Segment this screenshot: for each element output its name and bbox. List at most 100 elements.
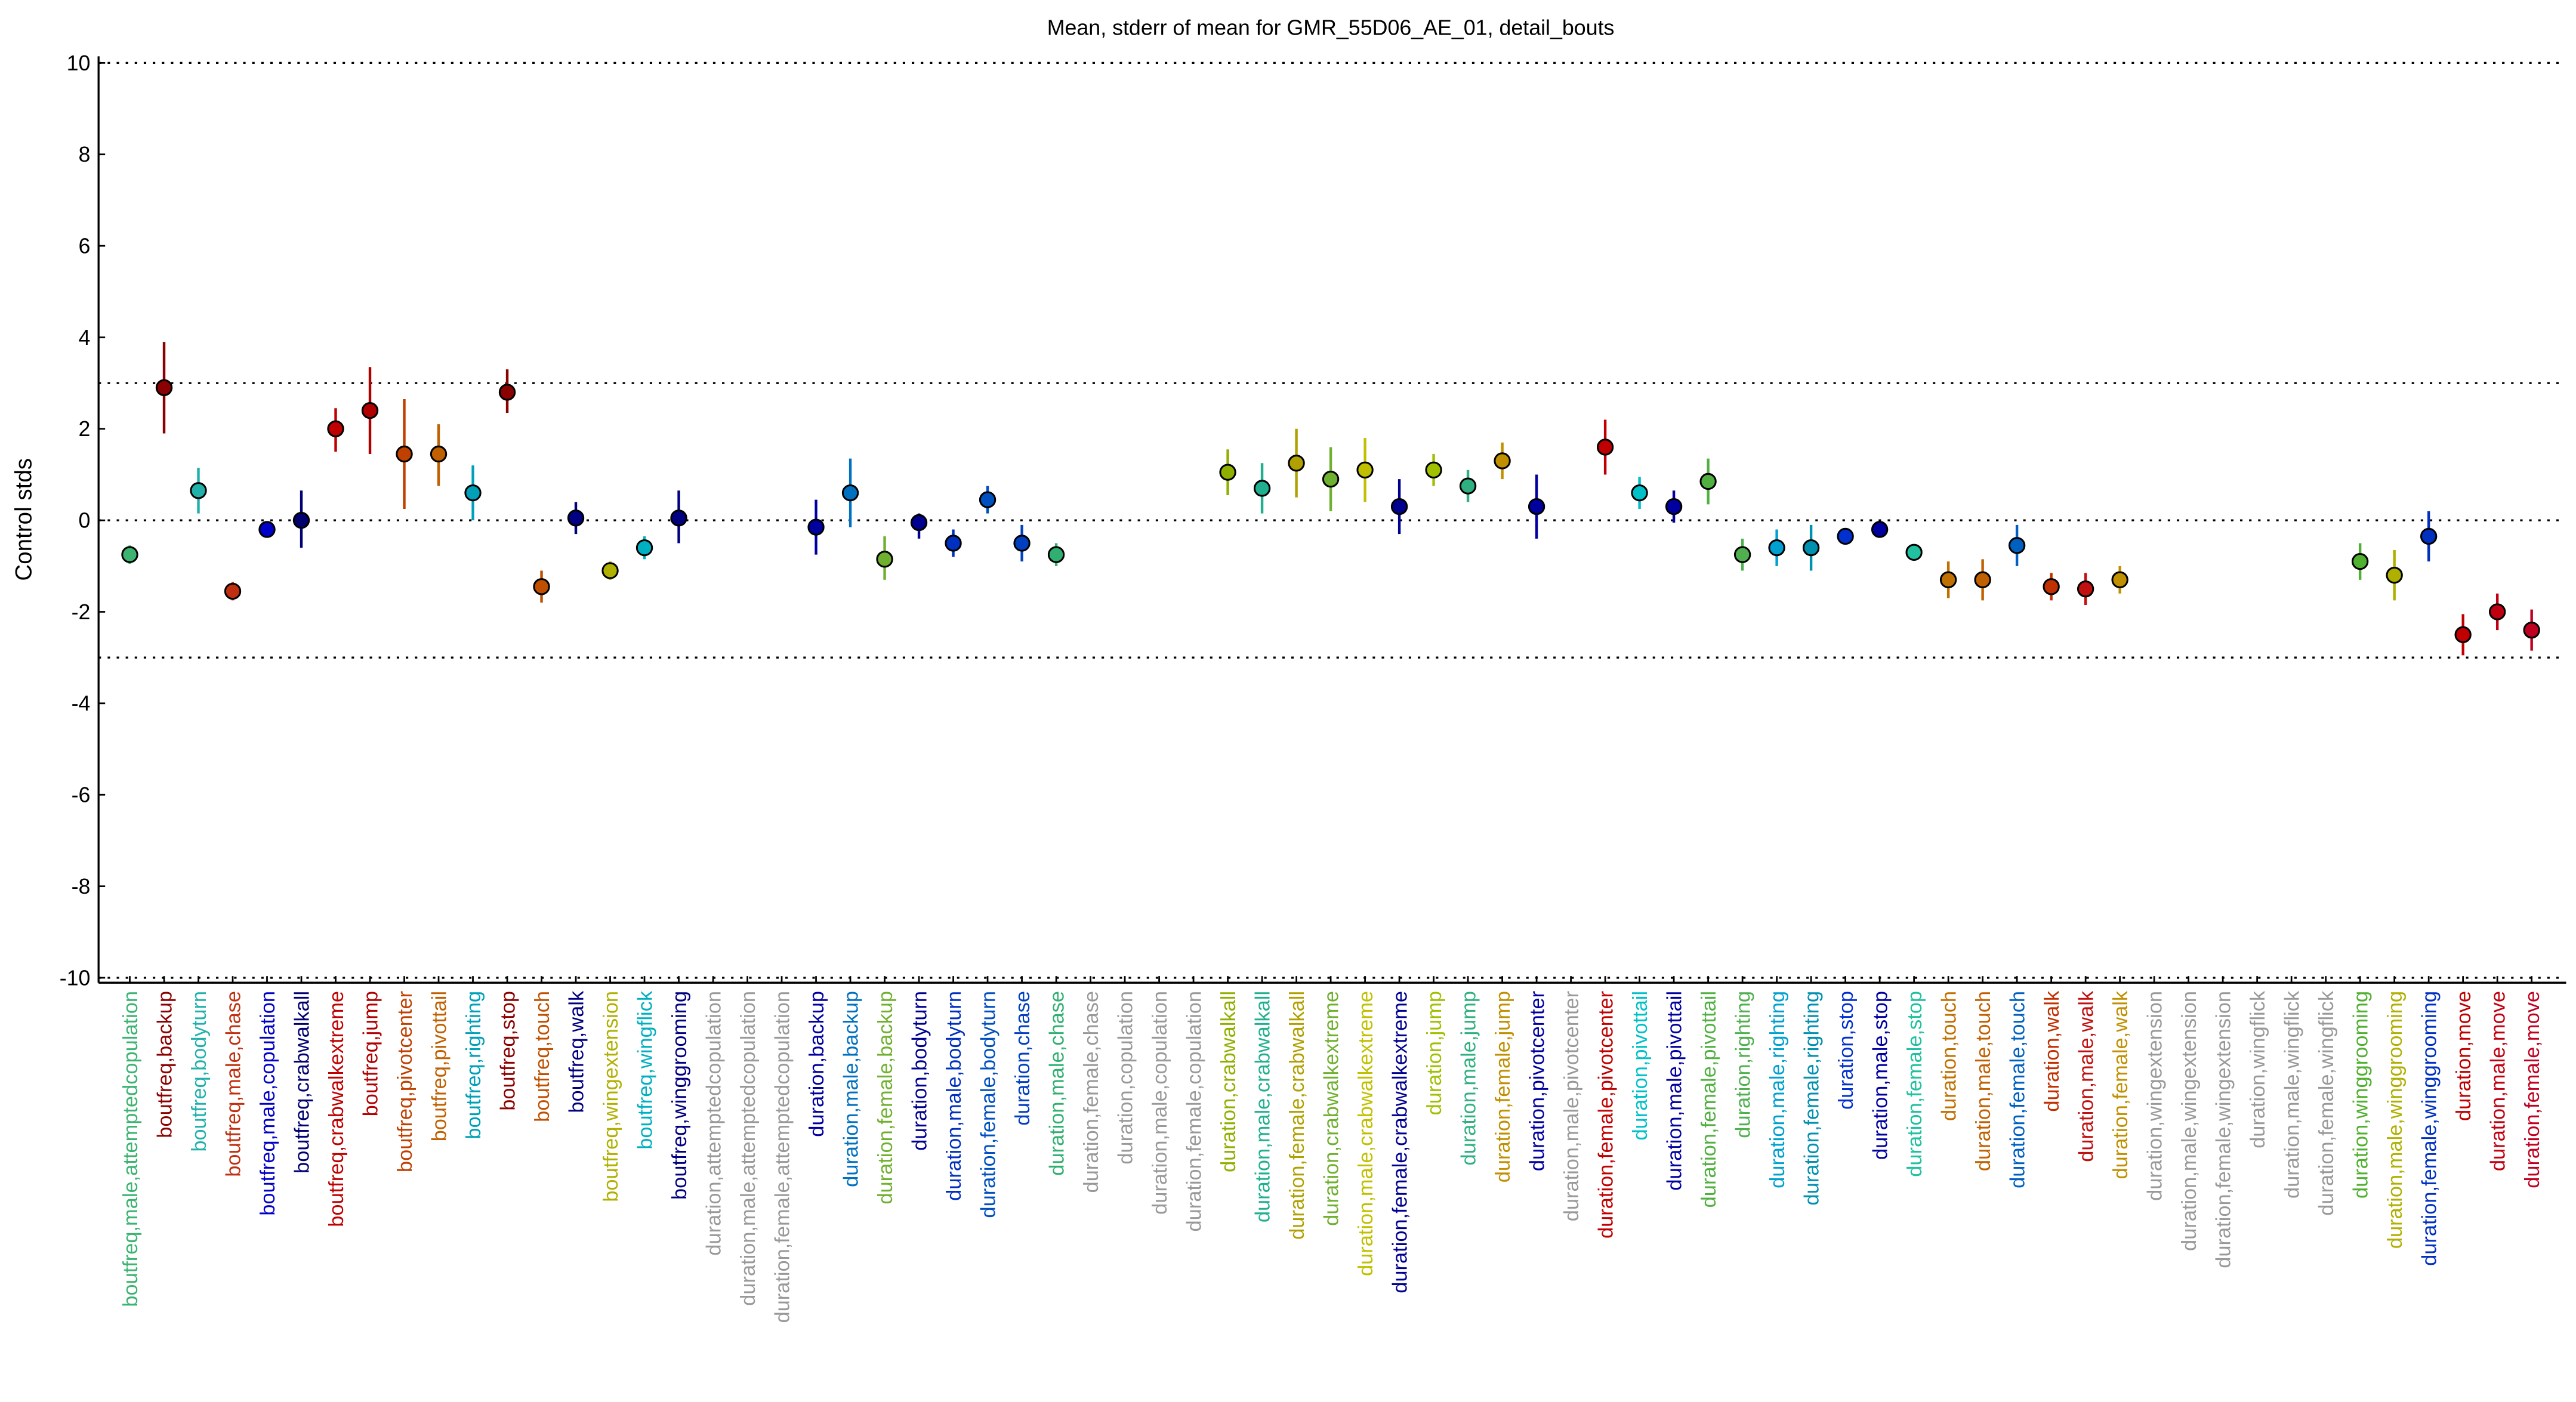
y-tick-label: 6 [79,234,91,258]
mean-point [258,521,276,538]
x-tick-label: duration,male,bodyturn [943,991,965,1201]
mean-point [2454,626,2472,644]
x-tick-label: duration,female,wingextension [2213,991,2235,1268]
y-tick-label: 2 [79,417,91,441]
mean-point [2077,580,2094,598]
x-tick-label: duration,backup [806,991,828,1137]
mean-point [1390,498,1408,515]
x-tick-label: duration,female,jump [1492,991,1514,1182]
x-tick-label: duration,male,crabwalkextreme [1355,991,1377,1276]
x-tick-label: duration,male,pivottail [1663,991,1686,1191]
mean-point [498,384,516,401]
x-tick-label: duration,winggrooming [2350,991,2373,1199]
x-tick-label: duration,male,attemptedcopulation [737,991,760,1306]
x-tick-label: duration,female,winggrooming [2418,991,2441,1266]
x-tick-label: duration,walk [2041,990,2063,1112]
x-tick-label: duration,crabwalkall [1217,991,1240,1172]
x-tick-label: duration,female,touch [2007,991,2029,1188]
mean-point [1768,539,1785,557]
mean-point [2351,552,2369,570]
x-tick-label: boutfreq,walk [565,990,588,1113]
data-marks [121,342,2540,656]
x-tick-label: duration,crabwalkextreme [1320,991,1343,1226]
x-tick-label: boutfreq,male,copulation [257,991,279,1216]
x-tick-label: duration,wingextension [2144,991,2167,1201]
y-tick-label: -10 [60,966,91,990]
x-tick-label: duration,pivottail [1629,991,1652,1141]
x-tick-label: boutfreq,stop [496,991,519,1111]
x-tick-label: duration,attemptedcopulation [702,991,725,1256]
x-tick-label: boutfreq,wingextension [600,991,622,1202]
mean-point [292,511,310,529]
x-tick-label: boutfreq,touch [531,991,554,1122]
mean-point [567,509,585,527]
x-tick-label: boutfreq,crabwalkall [291,991,313,1174]
x-tick-label: duration,female,bodyturn [977,991,999,1218]
y-tick-label: 10 [67,51,91,75]
mean-point [430,445,448,463]
x-ticks: boutfreq,male,attemptedcopulation boutfre… [119,976,2544,1323]
x-tick-label: duration,male,righting [1766,991,1789,1188]
x-tick-label: duration,female,pivotcenter [1594,991,1617,1239]
mean-point [1631,484,1648,502]
x-tick-label: duration,female,copulation [1183,991,1205,1232]
y-tick-label: -8 [72,875,91,898]
mean-point [1288,455,1305,472]
mean-point [2386,566,2403,584]
mean-point [1699,473,1717,490]
x-tick-label: duration,female,crabwalkextreme [1389,991,1411,1293]
x-tick-label: duration,move [2452,991,2475,1121]
x-tick-label: duration,female,chase [1080,991,1103,1193]
mean-point [361,402,379,419]
mean-point [1425,461,1442,478]
mean-point [979,491,997,508]
mean-point [1356,461,1374,478]
y-tick-label: -6 [72,783,91,807]
x-tick-label: duration,male,jump [1457,991,1480,1166]
x-tick-label: duration,pivotcenter [1526,991,1548,1171]
x-tick-label: boutfreq,bodyturn [188,991,211,1152]
mean-point [1802,539,1820,557]
mean-point [2523,621,2540,639]
mean-point [1733,546,1751,563]
mean-point [2111,571,2128,589]
mean-point [533,578,550,595]
mean-point [1013,535,1031,552]
y-tick-label: 8 [79,143,91,166]
mean-point [2008,537,2026,554]
mean-point [876,551,893,568]
mean-point [464,484,482,502]
x-tick-label: duration,jump [1423,991,1446,1115]
x-tick-label: boutfreq,backup [153,991,176,1138]
x-tick-label: boutfreq,crabwalkextreme [325,991,348,1227]
x-tick-label: duration,chase [1011,991,1034,1126]
x-tick-label: duration,touch [1938,991,1961,1121]
x-tick-label: duration,female,move [2521,991,2544,1188]
mean-point [1322,470,1340,488]
x-tick-label: duration,stop [1835,991,1858,1110]
mean-point [1596,438,1614,456]
mean-point [945,535,962,552]
mean-point [807,518,825,536]
mean-point [1253,480,1271,497]
mean-point [2420,527,2438,545]
x-tick-label: boutfreq,jump [359,991,382,1116]
x-tick-label: duration,female,pivottail [1698,991,1720,1208]
y-axis-label: Control stds [11,458,36,581]
mean-point [910,514,928,532]
mean-point [635,539,653,557]
mean-point [2488,603,2506,620]
mean-point [155,379,173,396]
y-tick-label: 0 [79,509,91,533]
x-tick-label: duration,male,winggrooming [2384,991,2407,1249]
x-tick-label: duration,male,move [2487,991,2510,1171]
y-ticks: -10 -8 -6 -4 -2 0 2 4 6 8 10 [60,51,106,990]
x-tick-label: duration,female,wingflick [2315,990,2338,1216]
mean-point [121,546,138,563]
x-tick-label: duration,male,walk [2075,990,2098,1162]
mean-point [190,482,207,499]
mean-point [1939,571,1957,589]
mean-point [327,420,344,437]
x-tick-label: duration,male,touch [1972,991,1995,1171]
